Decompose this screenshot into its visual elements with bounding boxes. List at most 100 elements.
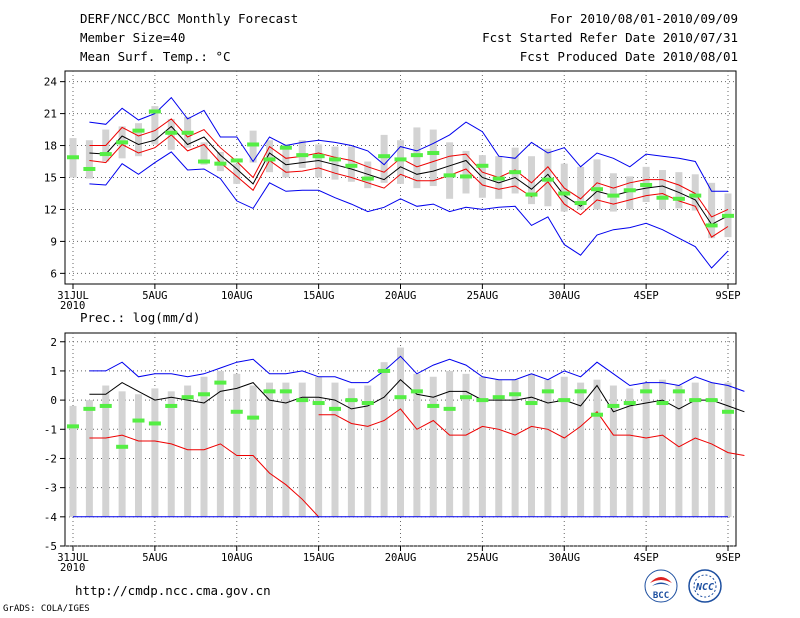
y-tick-label: 1 bbox=[50, 365, 57, 378]
x-tick-label: 25AUG bbox=[467, 290, 499, 302]
y-tick-label: 6 bbox=[50, 267, 57, 280]
median-mark bbox=[329, 157, 341, 162]
median-mark bbox=[99, 403, 112, 408]
ensemble-box bbox=[151, 388, 159, 517]
ensemble-box bbox=[200, 142, 208, 165]
y-tick-label: 18 bbox=[44, 140, 57, 153]
median-mark bbox=[279, 389, 292, 394]
ensemble-box bbox=[397, 347, 404, 517]
ensemble-box bbox=[429, 376, 437, 517]
ensemble-box bbox=[413, 127, 421, 189]
ensemble-box bbox=[151, 106, 159, 145]
ensemble-box bbox=[495, 379, 503, 517]
ensemble-box bbox=[118, 391, 126, 517]
median-mark bbox=[460, 395, 472, 400]
median-mark bbox=[640, 182, 653, 187]
ensemble-box bbox=[85, 140, 93, 179]
median-mark bbox=[427, 403, 440, 408]
median-mark bbox=[296, 398, 309, 403]
ensemble-box bbox=[85, 400, 93, 517]
ensemble-box bbox=[446, 370, 454, 517]
median-mark bbox=[165, 130, 178, 135]
median-mark bbox=[705, 398, 718, 403]
series-line-lower bbox=[89, 434, 319, 518]
median-mark bbox=[148, 421, 161, 426]
median-mark bbox=[116, 140, 129, 145]
median-mark bbox=[722, 213, 734, 218]
median-mark bbox=[722, 409, 734, 414]
median-mark bbox=[378, 368, 391, 373]
y-tick-label: 12 bbox=[44, 203, 57, 216]
median-mark bbox=[607, 403, 620, 408]
x-tick-label-year: 2010 bbox=[60, 562, 85, 574]
ensemble-box bbox=[364, 385, 372, 517]
x-tick-label: 15AUG bbox=[303, 290, 335, 302]
ensemble-box bbox=[659, 379, 666, 517]
median-mark bbox=[607, 193, 620, 198]
median-mark bbox=[574, 389, 587, 394]
y-tick-label: 24 bbox=[44, 76, 58, 89]
series-line-mean bbox=[89, 125, 729, 226]
ensemble-box bbox=[249, 385, 257, 517]
ensemble-box bbox=[216, 151, 224, 172]
median-mark bbox=[656, 195, 669, 200]
ensemble-box bbox=[233, 373, 241, 517]
median-mark bbox=[312, 154, 325, 159]
median-mark bbox=[394, 157, 407, 162]
series-line-max bbox=[89, 96, 728, 192]
ensemble-box bbox=[446, 142, 454, 199]
ensemble-box bbox=[626, 388, 634, 517]
median-mark bbox=[247, 142, 260, 147]
median-mark bbox=[83, 406, 96, 411]
median-mark bbox=[427, 151, 440, 156]
x-tick-label: 25AUG bbox=[467, 552, 499, 564]
x-tick-label: 9SEP bbox=[715, 290, 740, 302]
median-mark bbox=[165, 403, 178, 408]
ensemble-box bbox=[544, 148, 552, 207]
ensemble-box bbox=[577, 382, 585, 517]
ensemble-box bbox=[528, 156, 535, 205]
ensemble-box bbox=[511, 379, 519, 517]
ensemble-box bbox=[544, 379, 552, 517]
median-mark bbox=[198, 392, 210, 397]
median-mark bbox=[263, 157, 276, 162]
ensemble-box bbox=[266, 140, 273, 173]
ensemble-box bbox=[724, 382, 732, 517]
x-tick-label: 5AUG bbox=[142, 552, 167, 564]
median-mark bbox=[279, 145, 292, 150]
x-tick-label: 31JUL bbox=[57, 552, 89, 564]
median-mark bbox=[623, 401, 636, 406]
ensemble-box bbox=[380, 362, 388, 517]
ensemble-box bbox=[135, 123, 142, 157]
source-url[interactable]: http://cmdp.ncc.cma.gov.cn bbox=[75, 583, 271, 598]
x-tick-label: 30AUG bbox=[548, 290, 580, 302]
ensemble-box bbox=[659, 170, 666, 210]
ensemble-box bbox=[331, 382, 339, 517]
x-tick-label-year: 2010 bbox=[60, 300, 85, 312]
ensemble-box bbox=[708, 382, 716, 517]
ensemble-box bbox=[380, 134, 388, 183]
produced-date: Fcst Produced Date 2010/08/01 bbox=[519, 49, 738, 64]
median-mark bbox=[656, 401, 669, 406]
median-mark bbox=[263, 389, 276, 394]
member-size: Member Size=40 bbox=[80, 30, 186, 45]
grads-credit: GrADS: COLA/IGES bbox=[3, 604, 90, 614]
median-mark bbox=[345, 398, 358, 403]
y-tick-label: -4 bbox=[44, 511, 58, 524]
median-mark bbox=[541, 389, 554, 394]
chart-title: DERF/NCC/BCC Monthly Forecast bbox=[80, 11, 299, 26]
ncc-logo: NCC bbox=[688, 569, 722, 603]
median-mark bbox=[492, 176, 505, 181]
x-tick-label: 10AUG bbox=[221, 552, 253, 564]
median-mark bbox=[198, 159, 210, 164]
x-tick-label: 5AUG bbox=[142, 290, 167, 302]
median-mark bbox=[181, 395, 194, 400]
ensemble-box bbox=[609, 385, 617, 517]
ensemble-box bbox=[691, 174, 699, 211]
median-mark bbox=[591, 187, 603, 192]
median-mark bbox=[558, 398, 571, 403]
median-mark bbox=[67, 424, 79, 429]
ensemble-box bbox=[347, 388, 355, 517]
